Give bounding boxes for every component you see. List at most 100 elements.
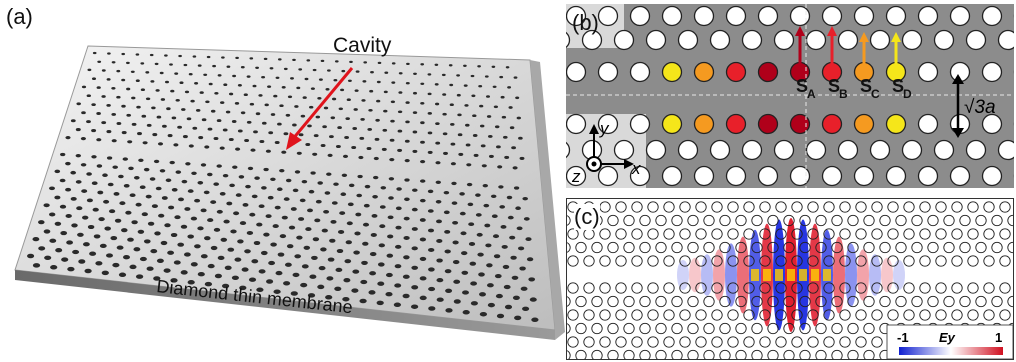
membrane-hole [419, 295, 427, 301]
membrane-hole [49, 238, 57, 243]
membrane-hole [434, 102, 440, 106]
field-hole [743, 228, 755, 240]
field-hole [927, 295, 939, 308]
membrane-hole [404, 178, 410, 182]
field-hole [959, 241, 971, 254]
membrane-hole [142, 141, 148, 145]
membrane-hole [479, 292, 486, 297]
membrane-hole [363, 203, 370, 208]
membrane-hole [268, 260, 276, 266]
lattice-hole [693, 113, 715, 135]
field-hole [863, 295, 875, 308]
membrane-hole [452, 240, 459, 245]
membrane-hole [318, 265, 326, 271]
membrane-hole [331, 201, 338, 205]
field-hole [791, 201, 803, 213]
field-hole [887, 201, 899, 213]
membrane-hole [462, 290, 469, 295]
membrane-hole [111, 112, 117, 116]
membrane-hole [335, 144, 341, 149]
membrane-hole [459, 211, 466, 216]
field-hole [807, 336, 819, 348]
membrane-hole [320, 59, 325, 63]
field-hole [919, 282, 931, 294]
membrane-hole [281, 86, 286, 89]
membrane-hole [137, 229, 145, 234]
membrane-hole [171, 187, 178, 192]
membrane-hole [166, 107, 171, 111]
membrane-hole [317, 96, 322, 100]
field-hole [967, 201, 979, 213]
membrane-hole [359, 298, 367, 304]
field-hole [951, 255, 963, 267]
field-hole [799, 349, 811, 359]
field-hole [719, 295, 731, 308]
field-hole [599, 201, 611, 213]
field-hole [663, 309, 675, 321]
membrane-hole [194, 82, 199, 85]
membrane-hole [78, 259, 86, 264]
membrane-hole [232, 74, 237, 78]
membrane-hole [394, 283, 402, 288]
membrane-hole [327, 69, 331, 72]
field-hole [623, 349, 635, 359]
membrane-hole [355, 70, 360, 73]
membrane-hole [265, 214, 272, 219]
membrane-hole [458, 152, 464, 156]
lattice-hole [917, 61, 939, 83]
membrane-hole [49, 186, 55, 191]
membrane-hole [435, 141, 441, 145]
membrane-hole [456, 93, 461, 97]
membrane-hole [110, 236, 118, 241]
membrane-hole [187, 280, 195, 285]
membrane-hole [200, 254, 208, 259]
membrane-hole [459, 192, 465, 196]
field-hole [743, 255, 755, 267]
field-hole [775, 201, 787, 213]
field-hole [775, 228, 787, 240]
membrane-hole [461, 251, 468, 256]
lattice-hole [725, 61, 747, 83]
membrane-hole [240, 111, 246, 115]
membrane-hole [300, 282, 308, 288]
membrane-hole [303, 245, 311, 250]
field-hole [695, 201, 707, 213]
membrane-hole [338, 107, 343, 111]
membrane-hole [419, 276, 427, 281]
membrane-hole [181, 179, 188, 184]
membrane-hole [470, 74, 475, 78]
field-hole [647, 201, 659, 213]
field-hole [567, 215, 571, 226]
field-hole [615, 201, 627, 213]
membrane-hole [445, 308, 453, 313]
membrane-hole [512, 166, 518, 170]
membrane-hole [484, 223, 491, 228]
membrane-hole [298, 68, 303, 71]
membrane-hole [145, 194, 152, 199]
membrane-hole [170, 89, 175, 93]
membrane-hole [333, 78, 338, 82]
field-hole [983, 282, 995, 294]
field-hole [839, 309, 851, 321]
membrane-hole [324, 191, 331, 195]
field-hole [655, 322, 667, 335]
membrane-hole [249, 57, 254, 60]
panel-a-label: (a) [6, 4, 33, 29]
membrane-hole [185, 162, 191, 166]
field-hole [727, 282, 739, 294]
lattice-hole [566, 31, 571, 49]
membrane-hole [32, 236, 40, 242]
lattice-hole [821, 5, 843, 27]
membrane-hole [116, 245, 124, 250]
field-hole [903, 255, 915, 267]
membrane-hole [494, 125, 500, 129]
field-hole [871, 228, 883, 240]
membrane-hole [404, 197, 410, 202]
membrane-hole [292, 188, 299, 193]
membrane-hole [507, 215, 514, 220]
membrane-hole [315, 115, 321, 119]
membrane-hole [369, 271, 377, 276]
field-hole [687, 349, 699, 359]
membrane-hole [509, 235, 516, 240]
panel-c-label: (c) [574, 204, 600, 230]
